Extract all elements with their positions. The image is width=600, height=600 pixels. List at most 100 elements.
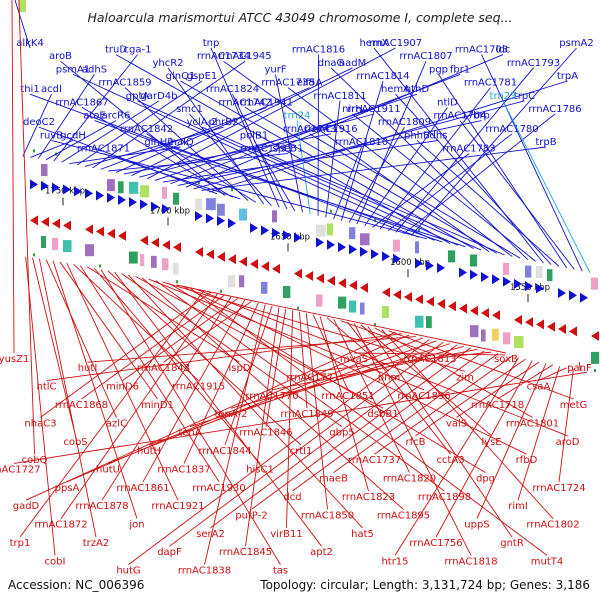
reverse-gene-arrow (118, 230, 126, 241)
gene-label: polB1 (240, 130, 268, 141)
gene-leader-line (299, 311, 308, 409)
gene-leader-line (333, 353, 499, 473)
forward-gene-arrow (140, 199, 148, 210)
gene-leader-line (53, 54, 138, 162)
gene-leader-line (352, 113, 536, 262)
forward-gene-arrow (525, 281, 533, 292)
gc-marker (418, 228, 420, 232)
gene-leader-line (183, 302, 259, 464)
gene-label: rrnAC1872 (34, 520, 87, 531)
gene-label: eif5A (297, 78, 323, 89)
gene-leader-line (340, 80, 384, 221)
gene-leader-line (230, 346, 464, 409)
gene-label: rrnAC1861 (116, 483, 169, 494)
gene-label: trpA (557, 71, 578, 82)
forward-gene-arrow (261, 225, 269, 236)
cog-block (316, 224, 326, 237)
forward-gene-arrow (536, 283, 544, 294)
reverse-gene-arrow (338, 278, 346, 289)
reverse-gene-arrow (96, 226, 104, 237)
cog-block (140, 254, 145, 267)
cog-block (547, 269, 553, 282)
reverse-gene-arrow (63, 220, 71, 231)
cog-block (162, 186, 167, 199)
cog-block (272, 210, 277, 223)
cog-block (415, 315, 424, 328)
gene-label: rrnAC1737 (348, 455, 401, 466)
cog-block (41, 236, 47, 249)
gene-leader-line (163, 300, 252, 363)
gene-leader-line (60, 60, 226, 196)
gene-leader-line (40, 292, 211, 418)
gene-leader-line (73, 264, 199, 381)
gene-leader-line (128, 339, 430, 565)
reverse-gene-arrow (228, 254, 236, 265)
gene-leader-line (45, 259, 117, 418)
gene-leader-line (61, 100, 160, 163)
cog-block (173, 192, 180, 205)
topology-label: Topology: (260, 578, 317, 592)
cog-block (261, 281, 268, 294)
gene-leader-line (210, 344, 458, 529)
gene-leader-line (72, 73, 435, 241)
cog-block (173, 262, 179, 275)
gene-label: rrnAC1868 (55, 400, 108, 411)
cog-block (514, 336, 524, 349)
reverse-gene-arrow (217, 251, 225, 262)
forward-gene-arrow (470, 269, 478, 280)
gene-label: rrnAC1878 (75, 501, 128, 512)
gene-label: rrnAC1743 (283, 124, 336, 135)
forward-gene-arrow (580, 292, 588, 303)
gene-label: serA2 (196, 529, 225, 540)
gene-label: rfcB (406, 437, 426, 448)
gene-label: gntR (500, 538, 524, 549)
gene-label: dcd (283, 492, 301, 503)
gene-label: htlC (36, 382, 56, 393)
cog-block (349, 300, 357, 313)
scale-tick-label: 1550 kbp (510, 283, 550, 293)
cog-block (327, 223, 334, 236)
reverse-gene-arrow (239, 256, 247, 267)
gene-leader-line (245, 307, 280, 547)
gene-label: hisC1 (246, 464, 274, 475)
gene-leader-line (438, 74, 568, 269)
forward-gene-arrow (85, 188, 93, 199)
cog-block (129, 251, 138, 264)
reverse-gene-arrow (415, 294, 423, 305)
gene-leader-line (224, 305, 273, 446)
cog-block (107, 179, 115, 192)
cog-block (151, 255, 157, 268)
gene-label: putP-2 (235, 510, 267, 521)
accession-label: Accession: (8, 578, 72, 592)
forward-gene-arrow (228, 218, 236, 229)
gene-label: deoC2 (23, 117, 55, 128)
cog-block (316, 294, 323, 307)
gene-leader-line (19, 290, 205, 538)
gene-leader-line (122, 298, 239, 381)
gene-leader-line (30, 139, 74, 158)
cog-block (338, 296, 347, 309)
gene-label: trzA2 (83, 538, 109, 549)
gene-label: cobQ (22, 455, 48, 466)
reverse-gene-arrow (470, 305, 478, 316)
forward-gene-arrow (107, 192, 115, 203)
cog-block (492, 328, 499, 341)
gene-leader-line (100, 269, 281, 565)
gene-leader-line (348, 126, 405, 223)
reverse-gene-arrow (514, 314, 522, 325)
gene-label: fbr1 (450, 64, 470, 75)
forward-gene-arrow (129, 197, 137, 208)
gene-leader-line (253, 140, 296, 211)
forward-gene-arrow (206, 213, 214, 224)
gene-label: smc1 (176, 104, 203, 115)
reverse-gene-arrow (151, 237, 159, 248)
gene-label: rrnAC1844 (198, 446, 251, 457)
gene-leader-line (87, 336, 416, 363)
gene-leader-line (435, 360, 533, 538)
gene-label: ntlD (437, 97, 458, 108)
gene-leader-line (579, 362, 581, 371)
gene-label: gbp5 (329, 428, 354, 439)
gc-marker (33, 149, 35, 153)
gene-label: gptA (126, 91, 150, 102)
gene-label: cobI (45, 556, 66, 567)
